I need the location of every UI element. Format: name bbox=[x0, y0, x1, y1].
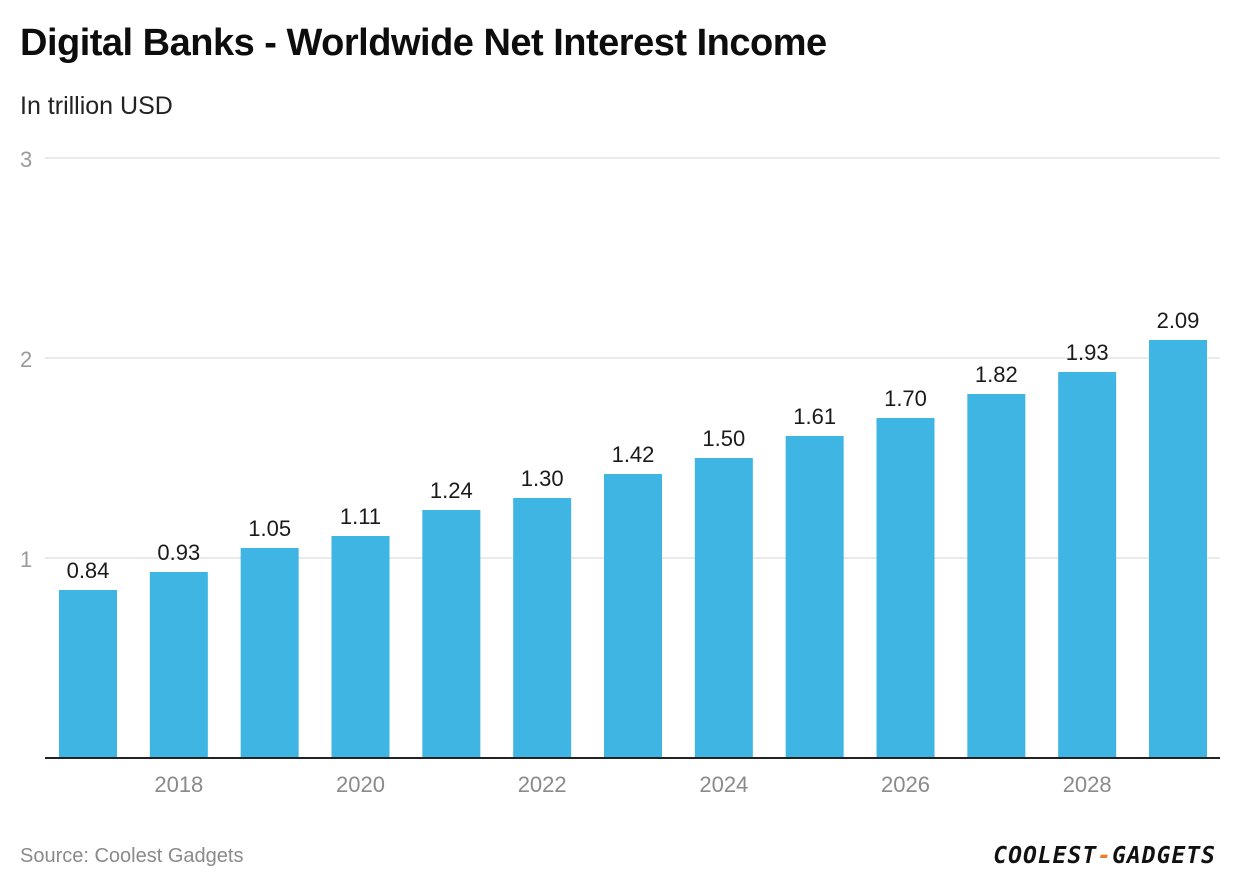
bar-2026 bbox=[876, 418, 935, 758]
x-tick-label: 2018 bbox=[154, 772, 203, 797]
bar-chart: 0.84 0.93 1.05 1.11 1.24 1.30 1.42 1.50 1.61 1.70… bbox=[20, 147, 1220, 797]
data-label: 0.84 bbox=[67, 558, 110, 583]
bar-2019 bbox=[240, 548, 299, 758]
axes: 1 2 3 2018 2020 2022 2024 2026 2028 bbox=[20, 147, 1220, 797]
bar-2024 bbox=[694, 458, 753, 758]
bar-2022 bbox=[513, 498, 572, 758]
bar-2017 bbox=[59, 590, 117, 758]
value-labels: 0.84 0.93 1.05 1.11 1.24 1.30 1.42 1.50 1.61 1.70… bbox=[67, 308, 1200, 583]
source-note: Source: Coolest Gadgets bbox=[20, 845, 244, 867]
bar-2027 bbox=[967, 394, 1026, 758]
logo-word-1: COOLEST bbox=[993, 843, 1098, 869]
data-label: 1.50 bbox=[702, 426, 745, 451]
data-label: 1.82 bbox=[975, 362, 1018, 387]
data-label: 1.70 bbox=[884, 386, 927, 411]
logo-word-2: GADGETS bbox=[1112, 843, 1216, 869]
x-tick-label: 2020 bbox=[336, 772, 385, 797]
chart-subtitle: In trillion USD bbox=[20, 92, 173, 120]
y-tick-label: 2 bbox=[20, 347, 32, 372]
bar-2028 bbox=[1058, 372, 1117, 758]
chart-title: Digital Banks - Worldwide Net Interest I… bbox=[20, 22, 827, 64]
logo-dash: - bbox=[1097, 843, 1113, 869]
brand-logo: COOLEST-GADGETS bbox=[993, 843, 1216, 869]
data-label: 1.30 bbox=[521, 466, 564, 491]
bar-2021 bbox=[422, 510, 481, 758]
data-label: 1.61 bbox=[793, 404, 836, 429]
bar-2025 bbox=[785, 436, 844, 758]
bar-2029 bbox=[1149, 340, 1207, 758]
bar-2023 bbox=[604, 474, 662, 758]
x-tick-label: 2028 bbox=[1063, 772, 1112, 797]
data-label: 1.24 bbox=[430, 478, 473, 503]
data-label: 1.93 bbox=[1066, 340, 1109, 365]
data-label: 1.42 bbox=[612, 442, 655, 467]
x-tick-label: 2024 bbox=[699, 772, 748, 797]
y-tick-label: 1 bbox=[20, 547, 32, 572]
data-label: 0.93 bbox=[157, 540, 200, 565]
data-label: 2.09 bbox=[1157, 308, 1200, 333]
y-tick-label: 3 bbox=[20, 147, 32, 172]
x-tick-label: 2026 bbox=[881, 772, 930, 797]
bars bbox=[59, 340, 1207, 758]
x-tick-label: 2022 bbox=[518, 772, 567, 797]
bar-2020 bbox=[331, 536, 390, 758]
data-label: 1.11 bbox=[340, 504, 381, 529]
data-label: 1.05 bbox=[248, 516, 291, 541]
bar-2018 bbox=[149, 572, 208, 758]
